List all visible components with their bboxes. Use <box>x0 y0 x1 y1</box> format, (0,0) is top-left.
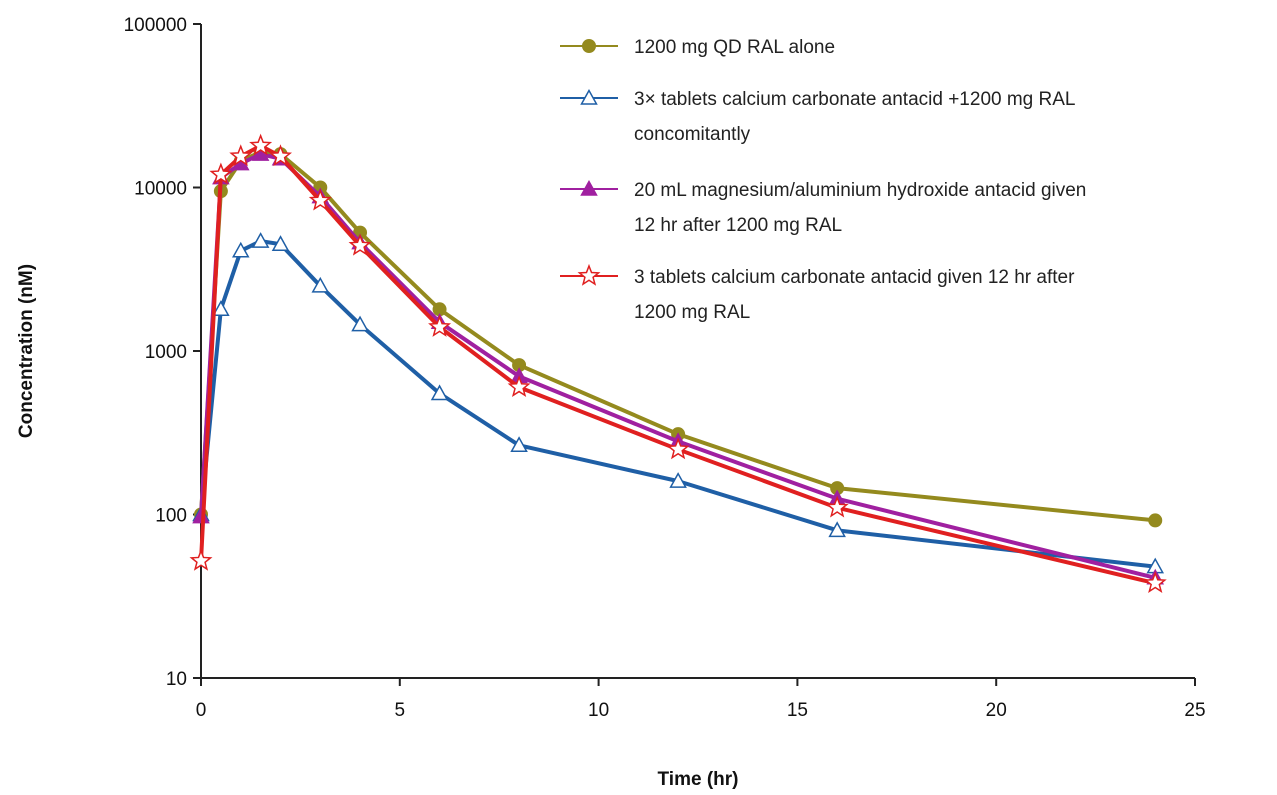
x-tick-label: 15 <box>787 700 808 721</box>
series-2 <box>192 232 1165 574</box>
x-tick-label: 5 <box>395 700 406 721</box>
y-tick-label: 100000 <box>124 15 187 36</box>
y-tick-label: 10000 <box>134 179 187 200</box>
data-point <box>308 188 332 211</box>
series-1 <box>194 144 1163 528</box>
legend-label: concomitantly <box>634 124 751 145</box>
legend-entry-3: 20 mL magnesium/aluminium hydroxide anta… <box>560 179 1086 236</box>
series-3 <box>192 145 1165 585</box>
data-point <box>1143 571 1167 593</box>
data-point <box>269 144 293 167</box>
x-tick-label: 10 <box>588 700 609 721</box>
legend: 1200 mg QD RAL alone 3× tablets calcium c… <box>560 37 1086 323</box>
data-point <box>666 437 690 460</box>
data-point <box>430 384 449 401</box>
legend-marker <box>582 39 596 53</box>
y-tick-label: 100 <box>155 506 187 527</box>
legend-entry-2: 3× tablets calcium carbonate antacid +12… <box>560 88 1076 145</box>
x-tick-label: 20 <box>986 700 1007 721</box>
data-point <box>209 162 233 185</box>
x-axis-title: Time (hr) <box>658 769 739 790</box>
data-point <box>510 436 528 453</box>
data-point <box>351 315 369 332</box>
data-point <box>311 276 330 293</box>
legend-label: 1200 mg QD RAL alone <box>634 37 835 58</box>
legend-marker <box>580 88 598 105</box>
series-line <box>199 239 1156 569</box>
data-point <box>428 315 452 337</box>
legend-entry-1: 1200 mg QD RAL alone <box>560 37 835 58</box>
data-point <box>507 375 531 398</box>
data-point <box>251 145 270 161</box>
legend-marker <box>577 263 601 286</box>
legend-label: 1200 mg RAL <box>634 302 750 323</box>
data-point <box>249 133 273 156</box>
y-tick-label: 10 <box>166 669 187 690</box>
data-point <box>348 233 372 256</box>
data-point <box>669 472 687 488</box>
data-point <box>231 241 250 258</box>
data-point <box>229 144 253 167</box>
data-point <box>251 232 270 248</box>
series-layer <box>189 133 1167 593</box>
series-4 <box>189 133 1167 593</box>
legend-label: 3× tablets calcium carbonate antacid +12… <box>634 89 1076 110</box>
axes: 0 5 10 15 20 25 10 100 1000 10000 100000 <box>124 15 1206 721</box>
legend-label: 3 tablets calcium carbonate antacid give… <box>634 267 1075 288</box>
y-tick-label: 1000 <box>145 342 187 363</box>
legend-entry-4: 3 tablets calcium carbonate antacid give… <box>560 263 1075 323</box>
data-point <box>189 548 213 571</box>
series-line <box>199 143 1156 586</box>
data-point <box>212 300 230 317</box>
data-point <box>828 521 846 538</box>
x-tick-label: 0 <box>196 700 207 721</box>
legend-label: 12 hr after 1200 mg RAL <box>634 215 842 236</box>
y-axis-title: Concentration (nM) <box>16 264 37 438</box>
data-point <box>825 495 849 518</box>
data-point <box>1148 513 1163 528</box>
legend-marker <box>580 179 598 196</box>
legend-label: 20 mL magnesium/aluminium hydroxide anta… <box>634 180 1086 201</box>
data-point <box>271 235 290 251</box>
series-line <box>199 149 1156 523</box>
x-tick-label: 25 <box>1184 700 1205 721</box>
